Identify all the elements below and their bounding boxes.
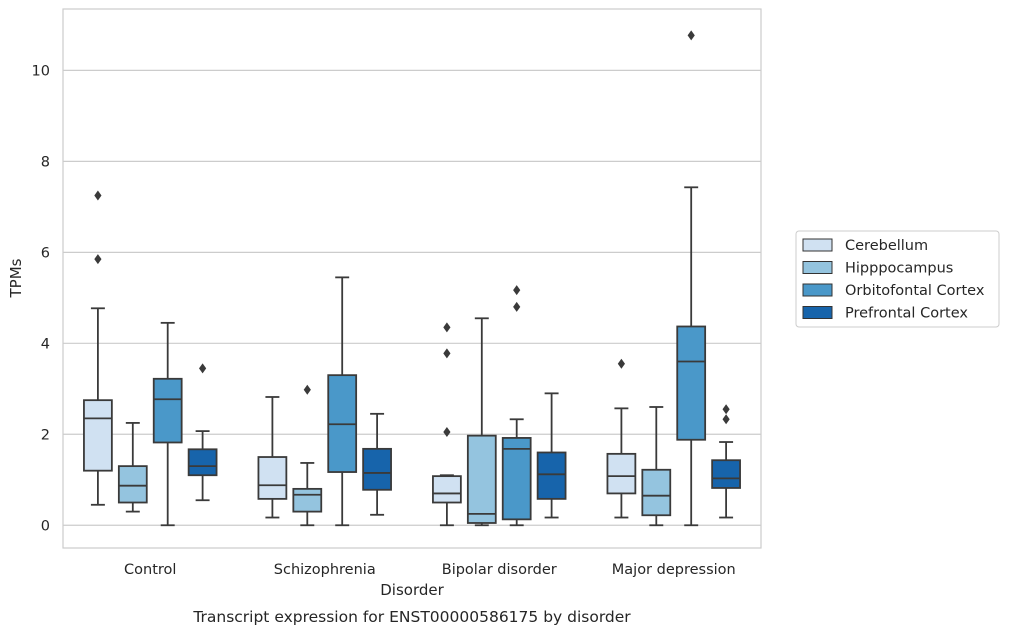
box-series — [83, 30, 741, 527]
box — [117, 422, 148, 513]
x-tick-label: Major depression — [612, 562, 736, 578]
box — [327, 276, 358, 527]
box-iqr — [152, 377, 183, 444]
box — [152, 321, 183, 527]
x-axis-ticks: Control Schizophrenia Bipolar disorder Majo… — [124, 562, 736, 578]
outlier-marker — [94, 254, 102, 265]
chart-caption: Transcript expression for ENST0000058617… — [192, 608, 631, 626]
box-iqr — [536, 451, 567, 500]
y-tick-label: 6 — [41, 245, 50, 261]
box-iqr — [711, 459, 741, 489]
x-axis-label: Disorder — [380, 581, 444, 599]
y-tick-label: 0 — [41, 518, 50, 534]
legend: Cerebellum Hipppocampus Orbitofontal Corte… — [795, 230, 1000, 328]
legend-swatch — [802, 283, 833, 297]
box — [83, 190, 113, 506]
x-tick-label: Control — [124, 562, 176, 578]
outlier-marker — [513, 285, 521, 296]
box — [606, 358, 637, 519]
outlier-marker — [722, 404, 730, 415]
box — [466, 317, 497, 527]
outlier-marker — [303, 384, 311, 395]
box — [711, 404, 741, 519]
outlier-marker — [94, 190, 102, 201]
box-iqr — [292, 487, 323, 513]
x-tick-label: Bipolar disorder — [442, 562, 557, 578]
y-tick-label: 2 — [41, 427, 50, 443]
box — [432, 322, 462, 527]
legend-label: Orbitofontal Cortex — [845, 283, 985, 299]
box-iqr — [432, 475, 462, 504]
y-axis-ticks: 0 2 4 6 8 10 — [32, 63, 50, 534]
x-tick-label: Schizophrenia — [274, 562, 376, 578]
outlier-marker — [722, 414, 730, 425]
box-iqr — [83, 399, 113, 472]
box-iqr — [257, 456, 288, 500]
outlier-marker — [443, 322, 451, 333]
box — [676, 30, 707, 527]
y-axis-label: TPMs — [7, 258, 25, 298]
plot-area-frame — [62, 8, 762, 549]
box-iqr — [466, 434, 497, 524]
box-iqr — [606, 452, 637, 495]
outlier-marker — [443, 427, 451, 438]
y-tick-label: 4 — [41, 336, 50, 352]
legend-frame — [795, 230, 1000, 328]
outlier-marker — [617, 358, 625, 369]
box — [536, 392, 567, 519]
outlier-marker — [199, 363, 207, 374]
box — [501, 285, 532, 527]
outlier-marker — [687, 30, 695, 41]
legend-swatch — [802, 238, 833, 252]
box-iqr — [501, 437, 532, 521]
box-iqr — [676, 325, 707, 441]
box-iqr — [362, 447, 392, 491]
box-iqr — [117, 465, 148, 504]
box-iqr — [187, 448, 218, 477]
box — [292, 384, 323, 527]
legend-label: Prefrontal Cortex — [845, 306, 968, 322]
outlier-marker — [443, 348, 451, 359]
legend-label: Cerebellum — [845, 238, 928, 254]
legend-swatch — [802, 306, 833, 319]
y-tick-label: 10 — [32, 63, 50, 79]
box — [187, 363, 218, 502]
legend-label: Hipppocampus — [845, 261, 953, 277]
box-iqr — [641, 468, 672, 517]
box — [362, 412, 392, 516]
legend-swatch — [802, 261, 833, 274]
outlier-marker — [513, 301, 521, 312]
y-tick-label: 8 — [41, 154, 50, 170]
box — [257, 396, 288, 519]
box — [641, 406, 672, 527]
